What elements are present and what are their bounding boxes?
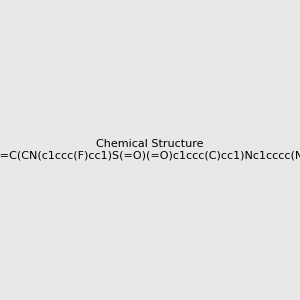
- Text: Chemical Structure
O=C(CN(c1ccc(F)cc1)S(=O)(=O)c1ccc(C)cc1)Nc1cccc(N(: Chemical Structure O=C(CN(c1ccc(F)cc1)S(…: [0, 139, 300, 161]
